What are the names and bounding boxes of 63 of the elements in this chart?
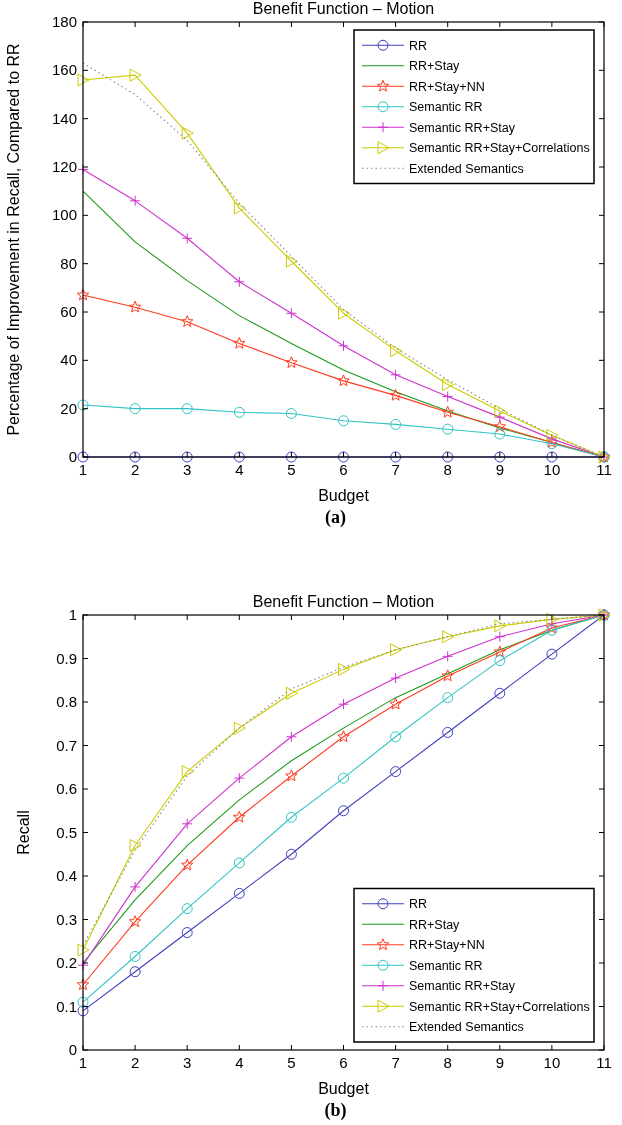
x-tick-label: 9: [495, 461, 504, 478]
y-tick-label: 0: [68, 1041, 77, 1058]
x-tick-label: 3: [183, 1054, 192, 1071]
chart-title: Benefit Function – Motion: [252, 593, 435, 610]
legend-label: RR+Stay: [409, 917, 461, 932]
legend-label: Semantic RR+Stay: [409, 979, 516, 994]
y-tick-label: 60: [60, 303, 77, 320]
y-tick-label: 160: [51, 61, 77, 79]
legend-label: RR+Stay: [409, 59, 461, 74]
legend-label: RR+Stay+NN: [409, 79, 485, 94]
x-tick-label: 7: [391, 461, 400, 478]
y-tick-label: 1: [68, 606, 77, 623]
x-tick-label: 11: [596, 461, 612, 478]
x-tick-label: 10: [543, 461, 561, 478]
y-tick-label: 0.4: [56, 867, 77, 884]
text: (b): [324, 1100, 347, 1121]
x-tick-label: 6: [339, 1054, 348, 1071]
y-tick-label: 180: [51, 13, 77, 30]
y-tick-label: 140: [51, 109, 77, 127]
y-tick-label: 120: [51, 158, 77, 175]
y-tick-label: 0.5: [56, 823, 77, 841]
x-tick-label: 11: [596, 1054, 612, 1071]
x-tick-label: 7: [391, 1054, 400, 1071]
y-tick-label: 80: [60, 254, 77, 272]
x-axis-title: Budget: [318, 1080, 370, 1097]
x-tick-label: 9: [495, 1054, 504, 1071]
x-tick-label: 2: [130, 1054, 140, 1071]
x-tick-label: 5: [287, 1054, 296, 1071]
y-tick-label: 0.9: [56, 649, 77, 667]
y-tick-label: 0.1: [56, 997, 77, 1015]
x-tick-label: 6: [339, 461, 348, 478]
legend-label: RR+Stay+NN: [409, 938, 485, 953]
legend-label: Semantic RR+Stay: [409, 120, 516, 135]
x-tick-label: 3: [183, 461, 192, 478]
x-tick-label: 4: [235, 461, 244, 478]
y-tick-label: 0: [68, 448, 77, 465]
legend-label: Extended Semantics: [409, 161, 524, 176]
y-axis-title: Percentage of Improvement in Recall, Compared to RR: [5, 43, 22, 436]
y-tick-label: 0.6: [56, 780, 77, 797]
y-axis-title: Recall: [15, 810, 32, 855]
y-tick-label: 0.2: [56, 954, 77, 971]
y-tick-label: 40: [60, 351, 77, 369]
legend-label: Semantic RR: [409, 958, 483, 973]
y-tick-label: 100: [51, 206, 77, 224]
legend-label: Semantic RR+Stay+Correlations: [409, 999, 590, 1014]
x-tick-label: 4: [235, 1054, 244, 1071]
x-tick-label: 10: [543, 1054, 561, 1071]
x-axis-title: Budget: [318, 487, 370, 504]
x-tick-label: 8: [443, 461, 452, 478]
x-tick-label: 8: [443, 1054, 452, 1071]
x-tick-label: 5: [287, 461, 296, 478]
legend-label: Extended Semantics: [409, 1020, 524, 1035]
y-tick-label: 0.7: [56, 736, 77, 754]
legend-label: Semantic RR: [409, 100, 483, 115]
x-tick-label: 2: [130, 461, 140, 478]
text: (a): [325, 507, 346, 528]
legend-label: RR: [409, 38, 428, 53]
y-tick-label: 20: [60, 399, 77, 417]
chart-title: Benefit Function – Motion: [252, 0, 435, 17]
y-tick-label: 0.8: [56, 693, 77, 710]
legend-label: RR: [409, 897, 428, 912]
y-tick-label: 0.3: [56, 910, 77, 928]
legend-label: Semantic RR+Stay+Correlations: [409, 141, 590, 156]
